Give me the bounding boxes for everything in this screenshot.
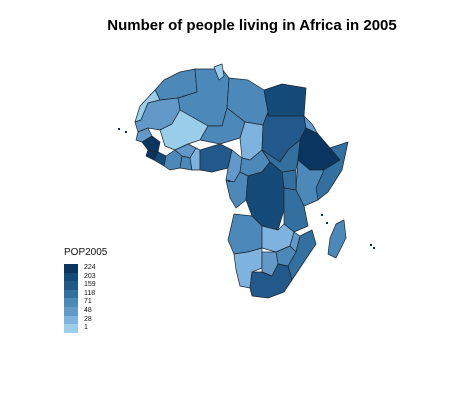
legend-label: 203 [84,272,96,280]
country-niger [199,107,246,145]
legend-swatch [64,264,78,273]
country-madagascar [327,219,347,259]
country-tunisia [213,63,225,81]
legend-swatch [64,272,78,282]
island-dot [326,222,328,224]
legend-swatch [64,324,78,333]
legend-label: 71 [84,298,92,306]
legend-label: 224 [84,264,96,271]
legend-swatch [64,315,78,325]
island-dot [321,214,323,216]
island-dot [373,247,375,249]
legend-label: 118 [84,289,96,297]
country-guinea [141,135,161,153]
islands [118,128,375,249]
legend-label: 28 [84,315,92,323]
legend-label: 159 [84,281,96,289]
legend-swatch [64,298,78,307]
legend-swatch [64,306,78,316]
legend-label: 48 [84,306,92,314]
legend-swatch [64,289,78,299]
country-south-africa [249,263,293,299]
island-dot [370,244,372,246]
legend-swatch [64,281,78,290]
legend-label: 1 [84,324,88,332]
country-regions [134,63,349,299]
map-title: Number of people living in Africa in 200… [107,17,397,34]
legend-title: POP2005 [64,247,108,258]
island-dot [118,128,120,130]
country-nigeria [199,143,233,173]
island-dot [125,131,127,133]
country-egypt [263,83,307,117]
island-dot [228,180,230,182]
country-tanzania [283,187,309,233]
